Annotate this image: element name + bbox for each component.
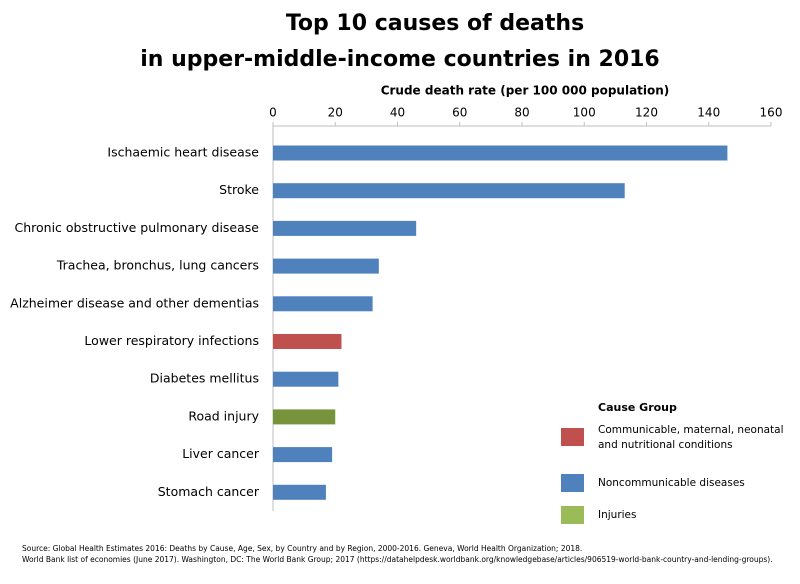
y-tick-label: Alzheimer disease and other dementias [10,295,259,310]
y-tick-label: Lower respiratory infections [84,333,259,348]
legend-label-line: Communicable, maternal, neonatal [598,424,784,436]
x-tick-label: 140 [697,106,720,120]
x-tick-label: 20 [328,106,343,120]
x-tick-label: 80 [514,106,529,120]
bar [273,145,728,161]
x-tick-label: 120 [635,106,658,120]
x-tick-label: 0 [269,106,277,120]
y-tick-label: Ischaemic heart disease [107,145,259,160]
x-tick-label: 100 [573,106,596,120]
legend-label: Noncommunicable diseases [598,477,745,489]
bar [273,409,336,425]
bar [273,334,342,349]
x-tick-label: 160 [760,106,783,120]
y-tick-label: Diabetes mellitus [150,371,259,386]
source-note: Source: Global Health Estimates 2016: De… [22,544,582,553]
axis-label: Crude death rate (per 100 000 population… [381,84,670,98]
x-tick-label: 60 [452,106,467,120]
bar [273,484,326,500]
bar [273,258,379,274]
y-tick-label: Road injury [188,408,259,423]
legend-title: Cause Group [598,401,677,414]
y-tick-label: Liver cancer [182,446,260,461]
bar [273,447,333,463]
bar [273,371,339,387]
y-tick-label: Chronic obstructive pulmonary disease [15,220,260,235]
legend-label: Communicable, maternal, neonatal and nutr… [598,424,784,451]
source-note: World Bank list of economies (June 2017)… [22,555,773,564]
chart-title: Top 10 causes of deaths [286,11,584,36]
y-tick-label: Stomach cancer [158,484,260,499]
y-tick-label: Stroke [219,182,259,197]
bar [273,183,625,199]
x-tick-label: 40 [390,106,405,120]
legend-swatch [561,506,584,524]
y-tick-label: Trachea, bronchus, lung cancers [56,258,259,273]
bar [273,296,373,312]
legend-label: Injuries [598,509,637,521]
legend-swatch [561,474,584,492]
bar [273,220,417,236]
legend-swatch [561,428,584,446]
chart-title: in upper-middle-income countries in 2016 [140,47,660,72]
legend-label-line: and nutritional conditions [598,439,733,451]
